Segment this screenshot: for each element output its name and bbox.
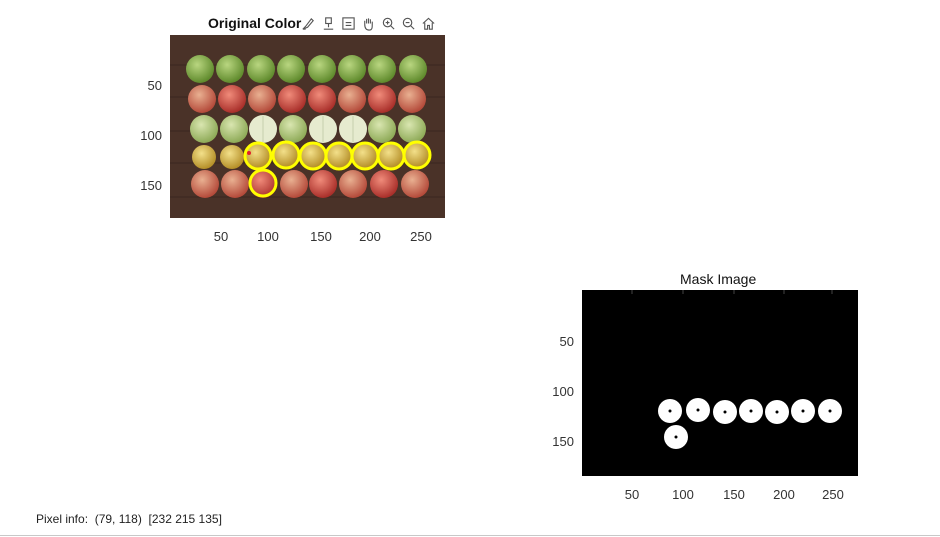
pixel-info-readout: Pixel info: (79, 118) [232 215 135] — [36, 512, 222, 526]
selected-pixel-marker — [247, 151, 251, 155]
mask-image — [582, 290, 858, 476]
apple-row-2 — [188, 85, 426, 113]
pan-hand-icon[interactable] — [360, 15, 377, 32]
mask-ytick-150: 150 — [552, 434, 574, 449]
mask-ytick-100: 100 — [552, 384, 574, 399]
home-icon[interactable] — [420, 15, 437, 32]
mask-xtick-200: 200 — [773, 487, 795, 502]
pixel-info-label: Pixel info: — [36, 512, 89, 526]
original-xtick-50: 50 — [213, 229, 229, 244]
legend-icon[interactable] — [340, 15, 357, 32]
apple-row-5 — [191, 170, 429, 198]
mask-xtick-50: 50 — [624, 487, 640, 502]
zoom-out-icon[interactable] — [400, 15, 417, 32]
original-xtick-200: 200 — [359, 229, 381, 244]
axes-toolbar — [300, 15, 437, 32]
segmentation-boundaries — [243, 140, 432, 198]
original-ytick-150: 150 — [140, 178, 162, 193]
pixel-rgb-value: [232 215 135] — [148, 512, 222, 526]
original-apple-image — [170, 35, 445, 218]
mask-image-axes[interactable] — [582, 290, 858, 476]
original-xtick-150: 150 — [310, 229, 332, 244]
pixel-coords: (79, 118) — [94, 512, 142, 526]
mask-xtick-150: 150 — [723, 487, 745, 502]
apple-row-4 — [192, 143, 429, 169]
original-image-title: Original Color — [208, 15, 302, 31]
original-ytick-100: 100 — [140, 128, 162, 143]
mask-image-title: Mask Image — [680, 271, 757, 287]
apple-row-3 — [190, 115, 426, 143]
original-xtick-100: 100 — [257, 229, 279, 244]
zoom-in-icon[interactable] — [380, 15, 397, 32]
bottom-divider — [0, 535, 940, 536]
mask-xtick-250: 250 — [822, 487, 844, 502]
original-color-axes[interactable] — [170, 35, 445, 218]
apple-row-1 — [186, 55, 427, 83]
mask-xtick-100: 100 — [672, 487, 694, 502]
mask-ytick-50: 50 — [559, 334, 574, 349]
original-ytick-50: 50 — [147, 78, 162, 93]
data-tip-icon[interactable] — [320, 15, 337, 32]
brush-icon[interactable] — [300, 15, 317, 32]
original-xtick-250: 250 — [410, 229, 432, 244]
